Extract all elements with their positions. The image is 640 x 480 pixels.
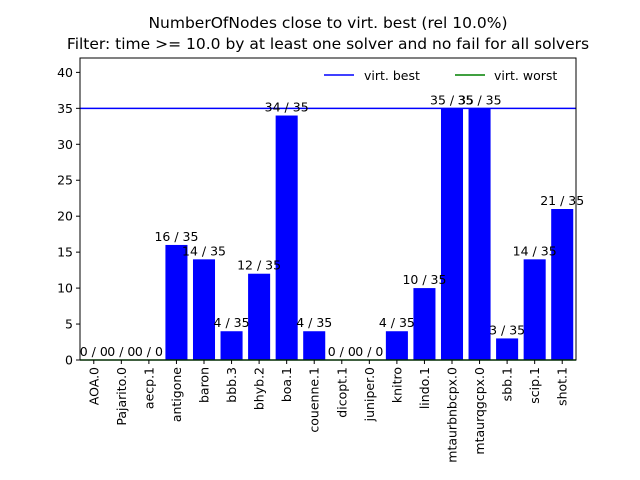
bar-boa.1 xyxy=(275,115,298,361)
legend: virt. best virt. worst xyxy=(324,68,557,83)
x-tick-label: Pajarito.0 xyxy=(114,367,129,426)
bar-mtaurbnbcpx.0 xyxy=(440,108,464,360)
bar-shot.1 xyxy=(551,209,574,360)
bar-couenne.1 xyxy=(303,331,326,360)
bar-data-label: 4 / 35 xyxy=(379,315,415,330)
bar-antigone xyxy=(165,244,188,360)
x-tick-label: sbb.1 xyxy=(500,367,515,401)
x-tick-label: AOA.0 xyxy=(86,367,101,405)
bar-mtaurqgcpx.0 xyxy=(468,108,491,360)
y-tick-label: 35 xyxy=(57,101,73,116)
y-tick-label: 25 xyxy=(57,173,73,188)
bar-sbb.1 xyxy=(496,338,519,360)
y-tick-label: 30 xyxy=(57,137,73,152)
bar-data-label: 14 / 35 xyxy=(513,243,557,258)
x-tick-label: bbb.3 xyxy=(224,367,239,403)
x-tick-label: knitro xyxy=(389,367,404,403)
x-tick-label: shot.1 xyxy=(555,367,570,406)
bar-lindo.1 xyxy=(413,288,436,360)
bar-data-label: 0 / 0 xyxy=(328,344,356,359)
x-tick-label: baron xyxy=(197,367,212,403)
bar-data-label: 10 / 35 xyxy=(402,272,446,287)
y-tick-label: 5 xyxy=(65,317,73,332)
bar-data-label: 21 / 35 xyxy=(540,193,584,208)
bar-data-label: 0 / 0 xyxy=(355,344,383,359)
plot-frame xyxy=(79,57,577,361)
bar-data-label: 4 / 35 xyxy=(296,315,332,330)
bar-bbb.3 xyxy=(220,331,243,360)
x-tick-label: boa.1 xyxy=(279,367,294,402)
bar-data-label: 4 / 35 xyxy=(214,315,250,330)
x-tick-label: dicopt.1 xyxy=(334,367,349,418)
legend-label-virt-best: virt. best xyxy=(364,68,420,83)
bar-scip.1 xyxy=(523,259,546,360)
chart-title-line1: NumberOfNodes close to virt. best (rel 1… xyxy=(148,14,507,32)
x-tick-label: mtaurqgcpx.0 xyxy=(472,367,487,455)
chart-title-line2: Filter: time >= 10.0 by at least one sol… xyxy=(67,35,589,53)
x-tick-label: couenne.1 xyxy=(307,367,322,433)
bar-knitro xyxy=(385,331,408,360)
legend-label-virt-worst: virt. worst xyxy=(494,68,557,83)
bar-data-label: 35 / 35 xyxy=(458,92,502,107)
x-tick-label: bhyb.2 xyxy=(252,367,267,410)
y-tick-label: 0 xyxy=(65,353,73,368)
y-tick-label: 15 xyxy=(57,245,73,260)
bar-data-label: 3 / 35 xyxy=(489,322,525,337)
x-tick-label: lindo.1 xyxy=(417,367,432,409)
x-tick-label: mtaurbnbcpx.0 xyxy=(445,367,460,463)
bar-baron xyxy=(192,259,216,360)
x-tick-label: juniper.0 xyxy=(362,367,377,422)
x-tick-label: scip.1 xyxy=(527,367,542,404)
x-tick-label: antigone xyxy=(169,367,184,422)
bar-data-label: 0 / 0 xyxy=(80,344,108,359)
bar-data-label: 0 / 0 xyxy=(107,344,135,359)
bar-data-label: 12 / 35 xyxy=(237,258,281,273)
y-tick-label: 20 xyxy=(57,209,73,224)
bar-data-label: 34 / 35 xyxy=(265,100,309,115)
y-tick-label: 10 xyxy=(57,281,73,296)
bar-data-label: 14 / 35 xyxy=(182,243,226,258)
bar-data-label: 16 / 35 xyxy=(154,229,198,244)
bar-data-label: 35 / 35 xyxy=(430,92,474,107)
y-tick-label: 40 xyxy=(57,65,73,80)
x-tick-label: aecp.1 xyxy=(141,367,156,409)
bar-data-label: 0 / 0 xyxy=(135,344,163,359)
bar-bhyb.2 xyxy=(248,273,271,360)
